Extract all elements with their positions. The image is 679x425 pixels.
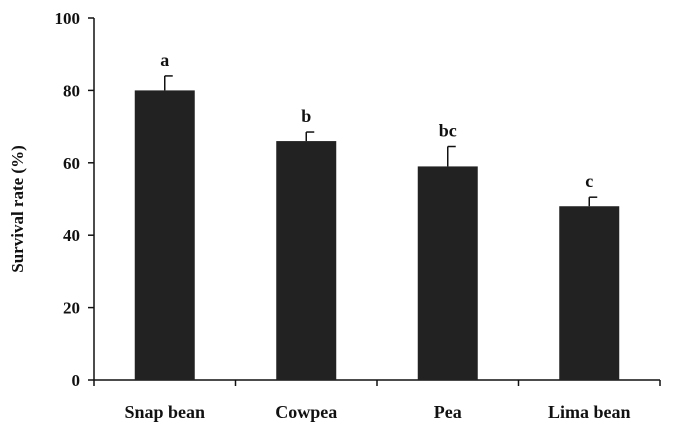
significance-letter: c: [585, 171, 593, 191]
x-tick-label: Cowpea: [275, 402, 337, 422]
x-tick-label: Lima bean: [548, 402, 631, 422]
x-tick-label: Pea: [434, 402, 462, 422]
y-tick-label: 0: [72, 371, 81, 390]
bar: [134, 90, 195, 381]
significance-letter: a: [160, 50, 169, 70]
y-tick-label: 80: [63, 81, 80, 100]
y-tick-label: 100: [55, 9, 81, 28]
x-tick-label: Snap bean: [124, 402, 205, 422]
significance-letter: bc: [439, 121, 457, 141]
bar: [276, 141, 337, 380]
y-axis-title: Survival rate (%): [8, 145, 27, 272]
bar: [559, 206, 620, 380]
bar: [417, 166, 478, 380]
significance-letter: b: [301, 106, 311, 126]
y-tick-label: 20: [63, 299, 80, 318]
y-tick-label: 60: [63, 154, 80, 173]
y-tick-label: 40: [63, 226, 80, 245]
